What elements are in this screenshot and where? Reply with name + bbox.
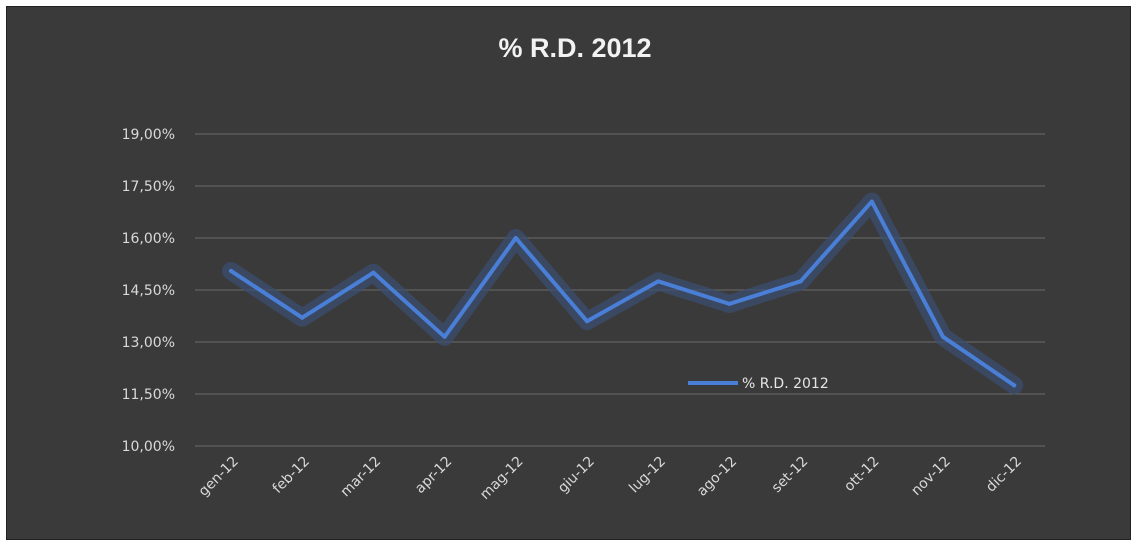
x-tick-label: mag-12 bbox=[477, 454, 526, 503]
x-tick-label: ago-12 bbox=[694, 454, 740, 500]
gridlines bbox=[195, 133, 1045, 447]
legend: % R.D. 2012 bbox=[688, 376, 829, 392]
x-tick-label: mar-12 bbox=[338, 454, 385, 501]
x-tick-label: gen-12 bbox=[196, 454, 242, 500]
chart-title: % R.D. 2012 bbox=[498, 33, 651, 63]
y-tick-label: 16,00% bbox=[122, 231, 175, 247]
y-tick-label: 11,50% bbox=[122, 387, 175, 403]
series-group bbox=[222, 192, 1024, 395]
x-tick-label: apr-12 bbox=[412, 454, 455, 497]
data-point bbox=[442, 334, 447, 339]
data-point bbox=[727, 301, 732, 306]
data-point bbox=[869, 199, 874, 204]
data-point bbox=[941, 334, 945, 339]
x-tick-label: dic-12 bbox=[983, 454, 1025, 496]
data-point bbox=[300, 315, 305, 320]
y-tick-label: 14,50% bbox=[122, 283, 175, 299]
data-point bbox=[371, 270, 376, 275]
x-tick-label: giu-12 bbox=[555, 454, 598, 497]
chart-area bbox=[6, 6, 1131, 540]
x-tick-label: set-12 bbox=[769, 454, 812, 497]
y-tick-label: 10,00% bbox=[122, 439, 175, 455]
x-axis: gen-12 feb-12 mar-12 apr-12 mag-12 giu-12 lug-… bbox=[196, 454, 1025, 503]
data-point bbox=[585, 319, 589, 324]
data-point bbox=[229, 268, 233, 273]
data-point bbox=[798, 279, 803, 284]
series-glow bbox=[222, 192, 1024, 395]
data-point bbox=[656, 279, 661, 284]
y-tick-label: 19,00% bbox=[122, 127, 175, 143]
series-line bbox=[229, 199, 1017, 388]
data-point bbox=[513, 236, 518, 240]
x-tick-label: feb-12 bbox=[270, 454, 313, 497]
y-tick-label: 13,00% bbox=[122, 335, 175, 351]
legend-label: % R.D. 2012 bbox=[742, 376, 829, 392]
x-tick-label: lug-12 bbox=[626, 454, 669, 497]
x-tick-label: ott-12 bbox=[841, 454, 882, 495]
y-axis: 19,00% 17,50% 16,00% 14,50% 13,00% 11,50% 10,0… bbox=[122, 127, 175, 455]
data-point bbox=[1012, 383, 1017, 388]
x-tick-label: nov-12 bbox=[908, 454, 953, 499]
y-tick-label: 17,50% bbox=[122, 179, 175, 195]
